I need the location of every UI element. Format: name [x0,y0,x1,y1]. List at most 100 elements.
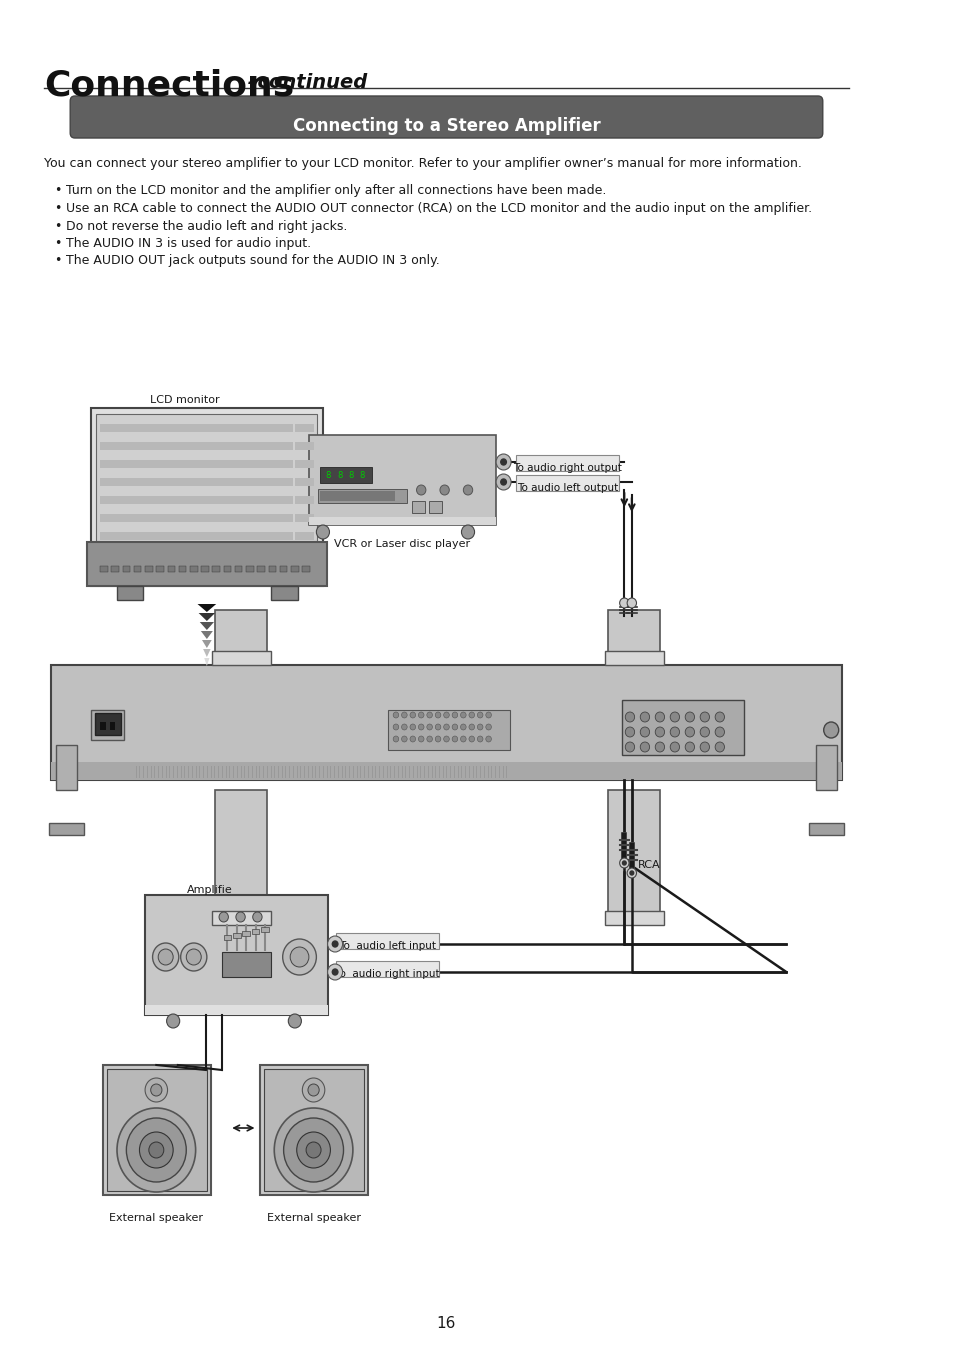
Bar [816,744,836,790]
Bar [264,1069,364,1192]
Bar [320,467,372,484]
Bar [234,566,242,571]
Bar [279,566,287,571]
Circle shape [332,942,337,947]
Circle shape [443,724,449,730]
Bar [621,700,743,755]
Circle shape [460,736,466,742]
Bar [133,566,141,571]
Bar [145,566,152,571]
Text: You can connect your stereo amplifier to your LCD monitor. Refer to your amplifi: You can connect your stereo amplifier to… [44,157,801,170]
Text: The AUDIO OUT jack outputs sound for the AUDIO IN 3 only.: The AUDIO OUT jack outputs sound for the… [66,254,438,267]
Circle shape [139,1132,173,1169]
Circle shape [460,712,466,717]
Circle shape [476,736,482,742]
Circle shape [684,727,694,738]
Circle shape [283,1119,343,1182]
Circle shape [496,454,511,470]
Circle shape [443,712,449,717]
Circle shape [619,598,628,608]
Circle shape [639,727,649,738]
Circle shape [435,724,440,730]
Bar [107,1069,207,1192]
Text: •: • [54,236,62,250]
Circle shape [401,724,407,730]
Circle shape [619,858,628,867]
Circle shape [117,1108,195,1192]
Circle shape [401,712,407,717]
Circle shape [152,943,178,971]
Polygon shape [201,631,213,639]
Circle shape [418,712,423,717]
Circle shape [463,485,472,494]
Circle shape [410,712,416,717]
Circle shape [426,712,432,717]
Bar [412,501,424,513]
FancyBboxPatch shape [516,476,618,490]
Bar [294,478,314,486]
Circle shape [670,712,679,721]
Bar [215,790,267,925]
Bar [178,566,186,571]
Circle shape [410,724,416,730]
Circle shape [327,936,342,952]
Circle shape [443,736,449,742]
Circle shape [621,861,625,865]
Circle shape [452,724,457,730]
Bar [117,586,143,600]
Polygon shape [202,640,212,648]
Circle shape [485,724,491,730]
Bar [215,611,267,665]
Text: Turn on the LCD monitor and the amplifier only after all connections have been m: Turn on the LCD monitor and the amplifie… [66,184,605,197]
Bar [222,952,271,977]
Bar [91,711,124,740]
Circle shape [435,736,440,742]
Bar [223,935,231,940]
Bar [388,711,510,750]
Text: Connecting to a Stereo Amplifier: Connecting to a Stereo Amplifier [293,118,599,135]
Circle shape [418,736,423,742]
Circle shape [655,742,664,753]
Circle shape [145,1078,168,1102]
Circle shape [186,948,201,965]
Circle shape [670,727,679,738]
Bar [608,611,659,665]
Text: To  audio right input: To audio right input [335,969,439,979]
Circle shape [410,736,416,742]
Circle shape [393,724,398,730]
Circle shape [715,727,723,738]
Text: VCR or Laser disc player: VCR or Laser disc player [335,539,470,549]
Bar [100,513,293,521]
Bar [302,566,310,571]
Bar [190,566,197,571]
Circle shape [700,742,709,753]
Circle shape [485,712,491,717]
Text: Use an RCA cable to connect the AUDIO OUT connector (RCA) on the LCD monitor and: Use an RCA cable to connect the AUDIO OU… [66,203,811,215]
Bar [604,651,663,665]
Text: 16: 16 [436,1316,456,1331]
Circle shape [624,727,634,738]
Circle shape [282,939,316,975]
Bar [294,442,314,450]
Bar [213,566,220,571]
Bar [808,823,843,835]
Bar [252,929,259,934]
Circle shape [393,712,398,717]
Circle shape [180,943,207,971]
Circle shape [469,712,474,717]
Circle shape [626,867,636,878]
Bar [272,586,297,600]
Text: RCA: RCA [638,861,660,870]
Circle shape [416,485,425,494]
Bar [269,566,275,571]
Bar [49,823,84,835]
Bar [212,911,271,925]
Bar [156,566,164,571]
Circle shape [500,459,506,465]
Circle shape [308,1084,319,1096]
Circle shape [151,1084,162,1096]
Circle shape [452,712,457,717]
Bar [260,1065,368,1196]
Circle shape [158,948,173,965]
Text: •: • [54,254,62,267]
